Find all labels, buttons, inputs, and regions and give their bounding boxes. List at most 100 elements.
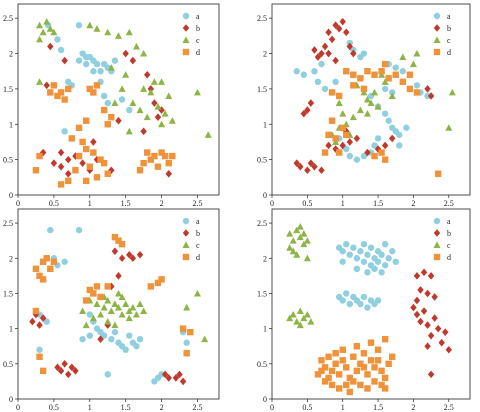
data-point-a xyxy=(350,244,357,251)
data-point-c xyxy=(118,293,126,300)
data-point-a xyxy=(75,57,83,64)
data-point-b xyxy=(65,169,72,178)
data-point-c xyxy=(104,28,112,36)
legend-label-a: a xyxy=(196,12,200,21)
data-point-b xyxy=(65,370,72,379)
data-point-b xyxy=(343,28,350,37)
data-point-d xyxy=(57,89,65,96)
data-point-c xyxy=(125,314,133,322)
data-point-d xyxy=(183,350,190,357)
data-point-d xyxy=(339,346,346,353)
data-point-c xyxy=(36,78,44,85)
data-point-d xyxy=(104,121,111,128)
data-point-c xyxy=(286,244,294,251)
data-point-b xyxy=(346,138,353,146)
x-tick-label: 1 xyxy=(341,199,345,208)
legend-marker-b xyxy=(182,229,190,237)
data-point-b xyxy=(314,53,322,61)
data-point-a xyxy=(97,68,104,75)
data-point-c xyxy=(413,49,421,57)
data-point-a xyxy=(392,64,399,71)
data-point-c xyxy=(158,120,166,128)
data-point-d xyxy=(147,156,155,163)
data-point-d xyxy=(154,163,162,170)
data-point-d xyxy=(90,290,97,297)
data-point-a xyxy=(126,106,133,114)
data-point-d xyxy=(332,350,339,357)
data-point-d xyxy=(371,152,378,160)
data-point-d xyxy=(93,283,101,290)
data-point-c xyxy=(86,21,94,29)
data-point-c xyxy=(158,78,166,85)
data-point-a xyxy=(413,82,421,89)
y-tick-label: 2.5 xyxy=(3,14,13,23)
legend-marker-c xyxy=(182,241,190,248)
data-point-d xyxy=(343,364,350,371)
data-point-a xyxy=(343,240,350,248)
data-point-a xyxy=(158,371,165,378)
data-point-d xyxy=(378,68,385,75)
data-point-c xyxy=(115,289,122,297)
series-b xyxy=(293,17,435,175)
data-point-a xyxy=(36,346,43,353)
data-point-d xyxy=(357,75,364,82)
y-tick-label: 1 xyxy=(263,325,267,334)
data-point-d xyxy=(335,371,343,378)
data-point-a xyxy=(75,22,83,29)
data-point-c xyxy=(136,300,144,307)
data-point-d xyxy=(328,381,336,389)
data-point-c xyxy=(147,88,155,96)
data-point-c xyxy=(356,106,364,114)
data-point-d xyxy=(43,255,50,262)
data-point-d xyxy=(86,286,93,294)
data-point-d xyxy=(385,360,392,368)
data-point-a xyxy=(364,269,371,276)
data-point-d xyxy=(328,89,336,96)
data-point-c xyxy=(409,60,417,68)
legend-label-b: b xyxy=(196,229,200,238)
data-point-a xyxy=(300,71,308,78)
legend-marker-d xyxy=(182,253,190,261)
y-tick-label: 2.5 xyxy=(257,14,267,23)
legend-marker-a xyxy=(433,217,441,225)
legend-label-a: a xyxy=(447,12,451,21)
data-point-b xyxy=(47,42,54,51)
data-point-a xyxy=(403,124,410,131)
data-point-d xyxy=(350,82,357,89)
data-point-d xyxy=(367,357,375,364)
data-point-d xyxy=(144,149,151,156)
y-tick-label: 2 xyxy=(9,50,13,59)
data-point-d xyxy=(147,283,155,290)
data-point-d xyxy=(350,353,357,360)
data-point-b xyxy=(420,268,428,277)
data-point-d xyxy=(39,367,47,375)
y-tick-label: 2.5 xyxy=(3,219,13,228)
data-point-c xyxy=(193,289,201,297)
data-point-a xyxy=(133,343,140,350)
data-point-b xyxy=(427,331,435,340)
data-point-c xyxy=(111,300,119,307)
legend-marker-d xyxy=(182,48,190,56)
data-point-b xyxy=(129,56,137,65)
data-point-c xyxy=(381,78,389,85)
data-point-c xyxy=(43,18,51,25)
data-point-c xyxy=(161,110,169,117)
data-point-d xyxy=(79,138,86,146)
y-tick-label: 2.5 xyxy=(257,219,267,228)
data-point-d xyxy=(381,335,389,343)
data-point-c xyxy=(104,317,112,325)
data-point-d xyxy=(68,135,76,142)
data-point-a xyxy=(392,258,399,265)
data-point-a xyxy=(318,60,325,68)
data-point-a xyxy=(374,258,382,265)
x-tick-label: 1 xyxy=(341,403,345,412)
x-tick-label: 0.5 xyxy=(302,199,312,208)
data-point-b xyxy=(410,303,417,312)
data-point-d xyxy=(36,353,43,360)
data-point-c xyxy=(303,254,311,262)
data-point-c xyxy=(89,314,97,322)
data-point-c xyxy=(378,71,386,78)
data-point-d xyxy=(50,82,58,89)
